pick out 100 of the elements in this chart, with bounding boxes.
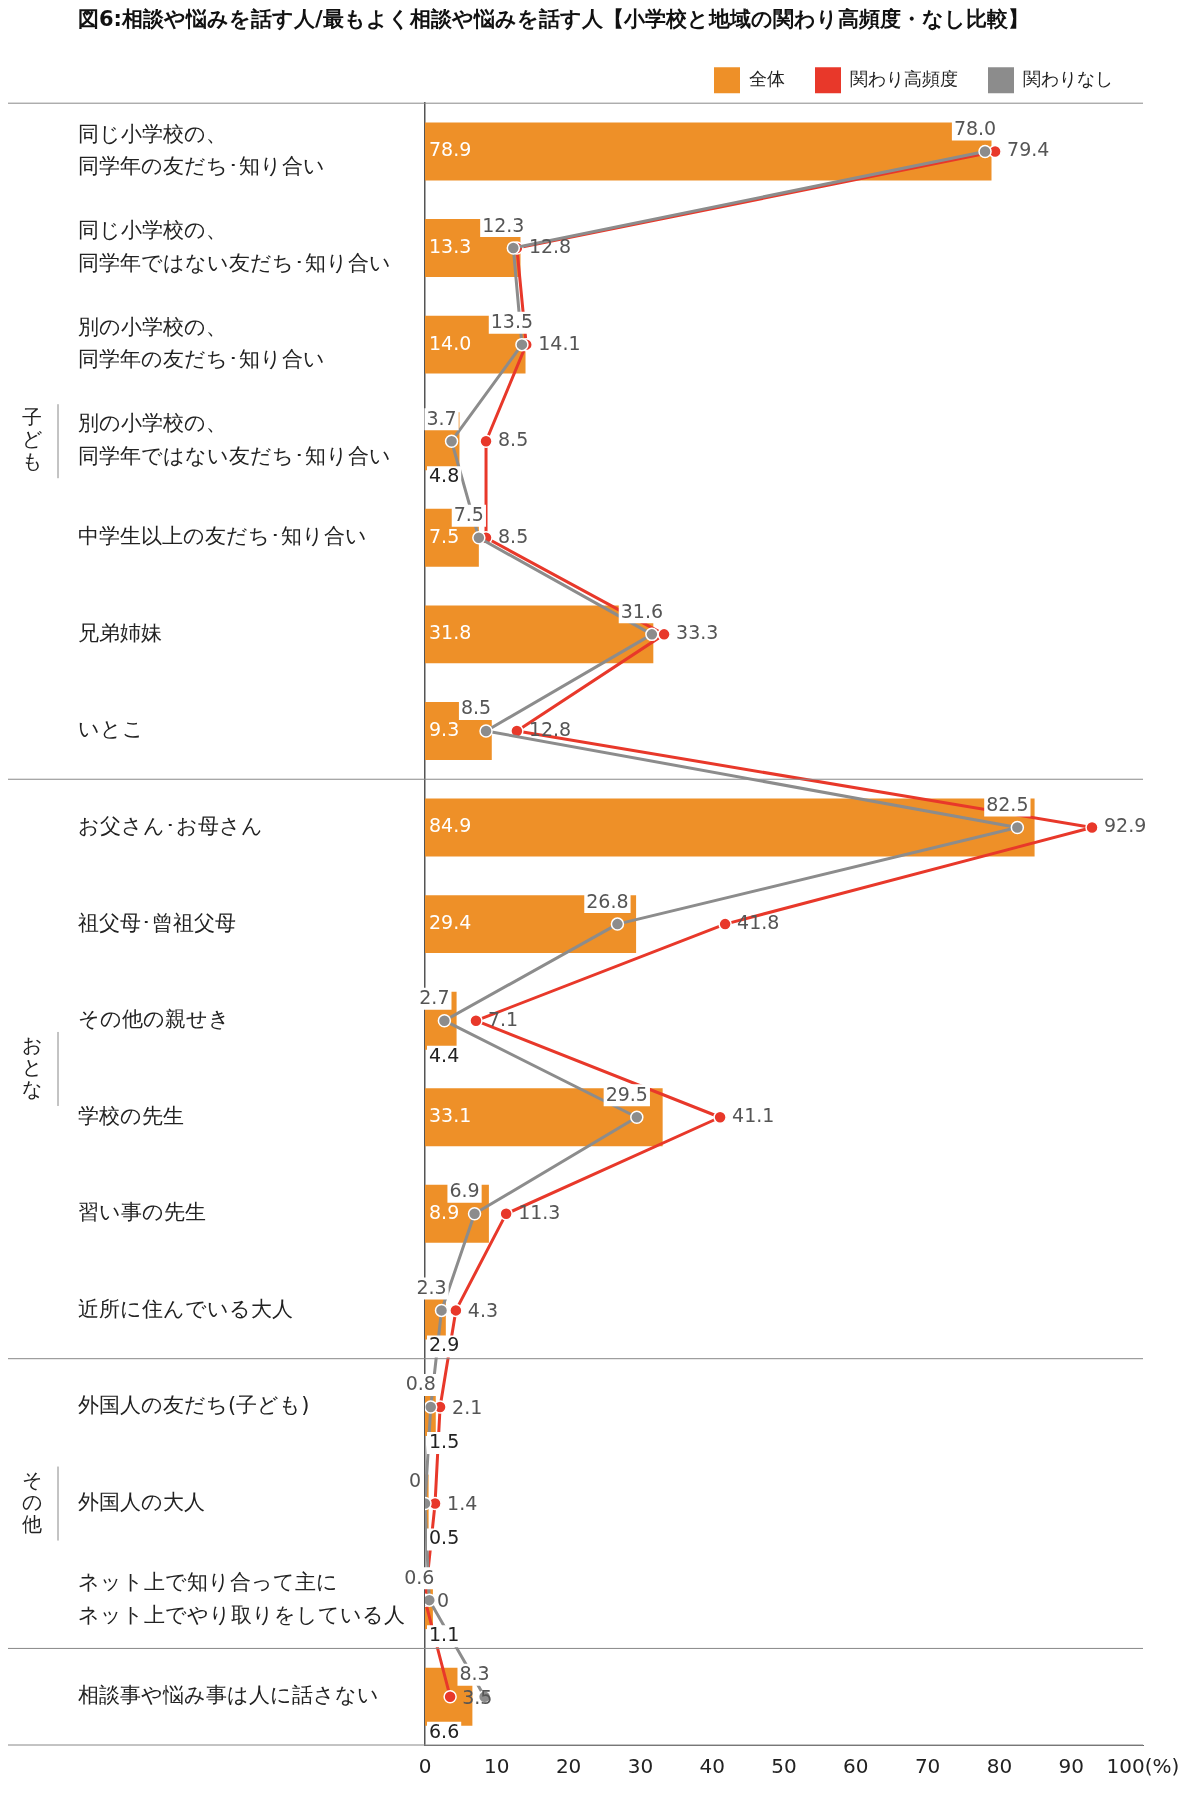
- data-label: 14.1: [538, 331, 581, 354]
- y-tick-label: 相談事や悩み事は人に話さない: [78, 1683, 379, 1708]
- data-label: 31.8: [429, 621, 472, 644]
- data-label: 79.4: [1007, 138, 1050, 161]
- y-tick-label: 別の小学校の、同学年ではない友だち･知り合い: [78, 411, 391, 468]
- y-tick-label: いとこ: [78, 717, 144, 742]
- y-tick-label: 同じ小学校の、同学年ではない友だち･知り合い: [78, 218, 391, 275]
- data-label: 8.5: [460, 696, 492, 719]
- data-label: 78.0: [953, 116, 997, 139]
- data-label: 1.5: [429, 1429, 460, 1452]
- data-label: 7.5: [453, 503, 484, 526]
- point: [978, 144, 992, 159]
- point: [479, 724, 493, 738]
- data-label: 6.9: [449, 1179, 480, 1202]
- data-label: 0.5: [429, 1526, 460, 1549]
- point: [645, 627, 659, 642]
- data-label: 29.5: [605, 1082, 648, 1105]
- y-tick-label: 祖父母･曾祖父母: [78, 910, 236, 935]
- text: おとな: [22, 1033, 42, 1102]
- data-label: 33.3: [676, 621, 719, 644]
- data-label: 0.6: [404, 1565, 435, 1588]
- point: [479, 434, 493, 448]
- y-tick-label: 同じ小学校の、同学年の友だち･知り合い: [78, 121, 325, 179]
- data-label: 3.7: [426, 406, 457, 429]
- data-label: 1.1: [429, 1623, 460, 1646]
- y-tick-label: 外国人の大人: [78, 1490, 205, 1515]
- data-label: 0.8: [405, 1372, 436, 1395]
- data-label: 1.4: [447, 1492, 478, 1515]
- data-label: 33.1: [429, 1104, 472, 1127]
- y-tick-label: その他の親せき: [78, 1007, 230, 1032]
- data-label: 12.8: [528, 717, 572, 740]
- y-tick-label: ネット上で知り合って主にネット上でやり取りをしている人: [78, 1570, 405, 1627]
- bar: [425, 1088, 663, 1147]
- x-tick-label: 10: [484, 1754, 510, 1779]
- y-tick-label: お父さん･お母さん: [78, 813, 263, 838]
- data-label: 0: [408, 1469, 422, 1491]
- data-label: 11.3: [518, 1200, 561, 1223]
- x-tick-label: 100(%): [1106, 1754, 1180, 1779]
- data-label: 13.3: [429, 235, 472, 257]
- y-tick-label: 習い事の先生: [78, 1200, 206, 1225]
- point: [449, 1303, 463, 1318]
- point: [469, 1013, 483, 1028]
- point: [515, 337, 529, 352]
- point: [444, 434, 459, 448]
- point: [1010, 820, 1025, 835]
- y-tick-label: 外国人の友だち(子ども): [78, 1393, 310, 1418]
- x-tick-label: 80: [986, 1754, 1013, 1779]
- data-label: 9.3: [429, 717, 460, 740]
- data-label: 26.8: [586, 889, 629, 912]
- data-label: 13.5: [490, 310, 534, 333]
- data-label: 12.8: [528, 235, 572, 257]
- data-label: 78.9: [429, 138, 472, 161]
- bar: [425, 895, 637, 954]
- legend-label: 関わりなし: [1023, 67, 1113, 89]
- point: [506, 241, 521, 255]
- y-tick-label: 近所に住んでいる大人: [78, 1296, 293, 1321]
- data-label: 7.5: [429, 524, 460, 547]
- point: [425, 1400, 438, 1414]
- point: [425, 1593, 437, 1607]
- data-label: 2.9: [429, 1333, 460, 1356]
- x-tick-label: 0: [418, 1754, 432, 1779]
- data-label: 4.8: [429, 464, 460, 487]
- point: [630, 1110, 644, 1124]
- y-tick-label: 学校の先生: [78, 1103, 184, 1128]
- x-tick-label: 30: [627, 1754, 654, 1779]
- data-label: 8.5: [498, 428, 529, 451]
- data-label: 2.1: [452, 1395, 483, 1418]
- data-label: 31.6: [620, 599, 664, 622]
- point: [718, 917, 732, 931]
- x-tick-label: 90: [1058, 1754, 1084, 1779]
- x-tick-label: 40: [699, 1754, 725, 1779]
- point: [1085, 820, 1099, 835]
- data-label: 3.5: [462, 1685, 493, 1708]
- data-label: 82.5: [986, 792, 1029, 815]
- data-label: 8.9: [429, 1200, 460, 1223]
- x-tick-label: 50: [771, 1754, 797, 1779]
- data-label: 84.9: [429, 814, 472, 837]
- point: [434, 1303, 449, 1318]
- point: [713, 1110, 727, 1124]
- y-tick-label: 別の小学校の、同学年の友だち･知り合い: [78, 314, 325, 372]
- data-label: 0: [437, 1589, 450, 1612]
- data-label: 7.1: [487, 1007, 519, 1030]
- point: [610, 917, 625, 931]
- data-label: 12.3: [482, 213, 525, 236]
- data-label: 6.6: [429, 1719, 460, 1742]
- data-label: 8.5: [498, 524, 529, 547]
- point: [467, 1207, 482, 1221]
- data-label: 92.9: [1104, 814, 1147, 837]
- data-label: 29.4: [429, 911, 472, 934]
- point: [472, 531, 486, 545]
- chart-title: 図6:相談や悩みを話す人/最もよく相談や悩みを話す人【小学校と地域の関わり高頻度・なし比較】: [78, 7, 1029, 32]
- text: 子ども: [22, 405, 42, 474]
- data-label: 14.0: [429, 331, 472, 354]
- point: [657, 627, 671, 642]
- x-tick-label: 20: [555, 1754, 582, 1779]
- legend-label: 全体: [749, 67, 785, 89]
- data-label: 2.3: [416, 1275, 447, 1298]
- data-label: 8.3: [459, 1662, 490, 1685]
- x-tick-label: 70: [914, 1754, 941, 1779]
- text: その他: [22, 1467, 42, 1536]
